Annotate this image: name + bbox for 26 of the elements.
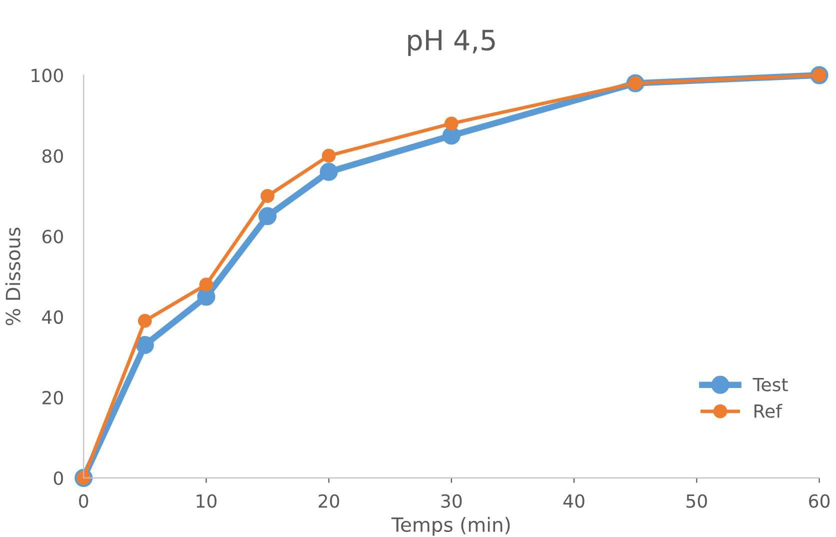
x-tick-label: 0 [79,494,88,508]
x-tick-label: 60 [809,494,830,508]
y-tick-label: 40 [42,310,63,324]
y-tick-label: 0 [54,471,63,486]
x-tick-label: 10 [196,494,216,508]
point [320,162,338,181]
y-tick-label: 60 [42,230,63,244]
y-axis-title: % Dissous [5,228,20,326]
legend-label: Ref [754,404,782,418]
y-tick-label: 80 [42,149,63,163]
point [138,314,152,328]
y-tick-label: 100 [32,68,63,82]
x-tick-label: 40 [563,494,584,508]
point [258,207,277,226]
point [260,189,274,203]
point [136,336,154,354]
x-tick-label: 30 [441,494,462,508]
point [199,278,214,292]
point [444,116,458,130]
legend-label: Test [752,378,788,392]
x-tick-label: 50 [686,494,707,508]
x-axis-title: Temps (min) [391,516,510,536]
point [322,148,336,163]
chart-title: pH 4,5 [408,30,495,56]
x-tick-label: 20 [318,494,340,508]
y-tick-label: 20 [42,390,63,404]
